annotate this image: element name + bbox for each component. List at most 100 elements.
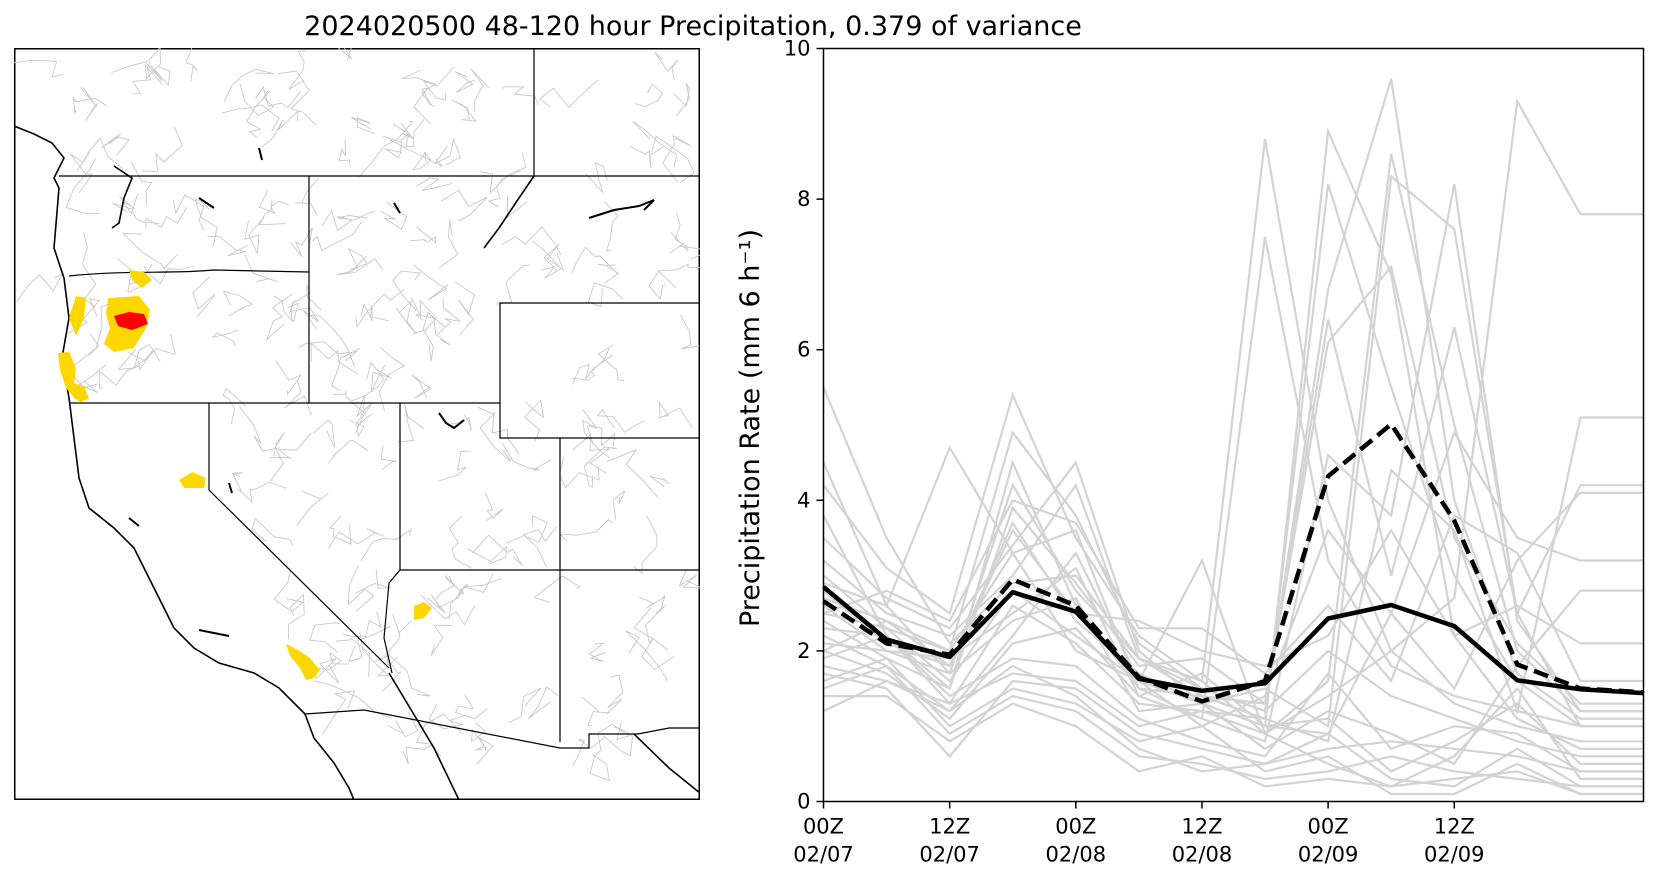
basin-boundary-line (333, 390, 365, 425)
basin-boundary-line (662, 134, 692, 183)
basin-boundary-line (415, 313, 451, 346)
basin-boundary-line (603, 726, 633, 757)
ensemble-member-line (823, 528, 1644, 668)
basin-boundary-line (141, 127, 183, 172)
dashed-series-line (822, 421, 1644, 704)
basin-boundary-line (588, 642, 606, 663)
basin-boundary-line (239, 406, 280, 452)
ensemble-member-line (823, 664, 1644, 773)
basin-boundary-line (112, 202, 160, 225)
basin-boundary-line (638, 594, 666, 612)
basin-boundary-line (586, 425, 616, 449)
basin-boundary-line (597, 344, 625, 382)
basin-boundary-line (342, 611, 382, 638)
ensemble-member-line (822, 445, 1644, 735)
basin-boundary-line (471, 534, 523, 567)
basin-boundary-line (422, 311, 445, 362)
basin-boundary-line (290, 227, 313, 257)
ensemble-member-line (823, 664, 1644, 788)
y-tick-label: 4 (797, 488, 810, 512)
coastline (14, 125, 700, 800)
basin-boundary-line (629, 145, 664, 168)
basin-boundary-line (244, 254, 278, 283)
basin-boundary-line (328, 528, 384, 549)
basin-boundary-line (606, 674, 624, 715)
basin-boundary-line (487, 170, 521, 208)
basin-boundary-line (192, 276, 216, 318)
basin-boundary-line (313, 651, 349, 671)
basin-boundary-line (99, 365, 141, 390)
basin-highlight (179, 472, 206, 488)
basin-boundary-line (392, 122, 415, 140)
basin-boundary-line (657, 263, 700, 289)
map-frame (14, 48, 700, 800)
basin-boundary-line (65, 158, 100, 215)
basin-boundary-line (467, 545, 508, 565)
basin-boundary-line (448, 516, 472, 569)
basin-boundary-line (269, 432, 312, 460)
ensemble-member-line (823, 429, 1644, 728)
basin-boundary-line (430, 624, 453, 656)
ensemble-member-line (822, 127, 1644, 750)
basin-highlight (72, 383, 89, 403)
basin-boundary-line (470, 68, 489, 112)
solid-series-line (822, 585, 1644, 696)
x-tick-date: 02/08 (1172, 843, 1233, 867)
basin-boundary-line (582, 409, 611, 459)
basin-boundary-line (348, 625, 391, 663)
basin-boundary-line (145, 62, 171, 86)
basin-boundary-line (523, 526, 557, 568)
basin-boundary-line (450, 99, 477, 122)
basin-boundary-line (572, 736, 606, 766)
basin-boundary-line (222, 290, 253, 317)
x-tick-date: 02/07 (793, 843, 854, 867)
main-series (822, 421, 1644, 704)
ensemble-member-line (823, 664, 1644, 788)
basin-boundary-line (571, 347, 610, 381)
basin-boundary-line (258, 199, 286, 226)
basin-boundary-line (508, 687, 542, 724)
basin-boundary-line (395, 300, 417, 335)
x-tick-date: 02/07 (919, 843, 980, 867)
basin-boundary-line (413, 87, 434, 125)
basin-boundary-line (237, 481, 287, 504)
x-tick-time: 12Z (1434, 815, 1475, 839)
basin-boundary-line (352, 395, 373, 434)
basin-boundary-line (612, 490, 626, 520)
basin-boundary-line (16, 272, 64, 303)
basin-boundary-line (678, 570, 700, 589)
x-axis: 00Z 02/07 12Z 02/07 00Z 02/08 12Z 02/08 00Z 02/09… (793, 801, 1485, 867)
basin-boundary-line (298, 341, 359, 362)
basin-boundary-line (273, 570, 304, 613)
basin-boundary-line (14, 60, 64, 78)
basin-boundary-line (362, 361, 385, 410)
basin-boundary-line (311, 220, 363, 252)
basin-highlight (286, 644, 320, 680)
ensemble-member-line (823, 97, 1644, 736)
basin-boundary-line (389, 139, 443, 167)
basin-boundary-line (336, 255, 384, 275)
basin-boundary-line (371, 364, 391, 393)
basin-boundary-line (172, 194, 205, 231)
basin-boundary-line (351, 116, 376, 134)
x-tick-date: 02/09 (1424, 843, 1485, 867)
ensemble-member-line (822, 236, 1644, 728)
basin-map (14, 48, 700, 800)
figure-title: 2024020500 48-120 hour Precipitation, 0.… (304, 11, 1082, 42)
basin-boundary-line (420, 594, 476, 626)
ensemble-member-line (822, 319, 1644, 706)
basin-boundary-line (290, 284, 322, 321)
basin-boundary-line (284, 380, 312, 416)
basin-boundary-line (597, 721, 631, 752)
basin-boundary-line (505, 515, 548, 544)
basin-boundary-line (445, 574, 464, 600)
basin-boundary-line (382, 652, 402, 692)
basin-boundary-line (651, 135, 695, 183)
basin-boundary-line (251, 517, 294, 546)
basin-boundary-line (211, 329, 239, 346)
basin-boundary-line (581, 696, 610, 727)
y-axis-label: Precipitation Rate (mm 6 h⁻¹) (735, 229, 766, 627)
x-tick-time: 12Z (1181, 815, 1222, 839)
ensemble-member-line (823, 627, 1644, 773)
basin-boundary-line (244, 217, 265, 255)
